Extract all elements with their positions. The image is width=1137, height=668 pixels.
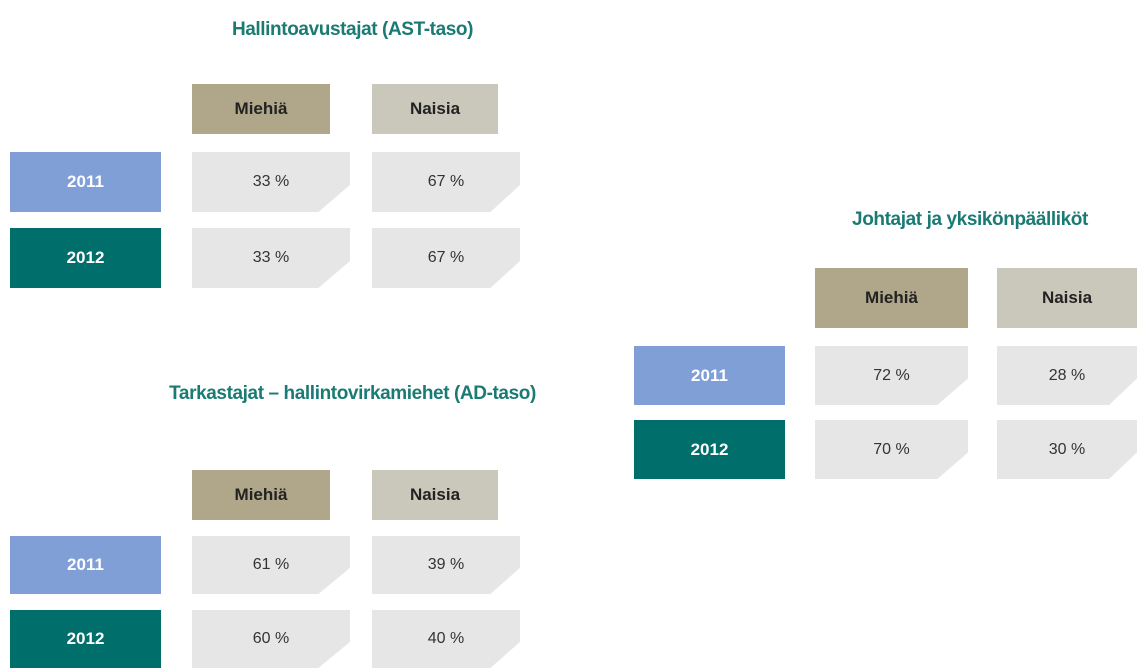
row-label: 2012 bbox=[10, 228, 161, 288]
row-label: 2011 bbox=[10, 152, 161, 212]
row-label: 2012 bbox=[10, 610, 161, 668]
table-cell: 60 % bbox=[192, 610, 350, 668]
column-header: Miehiä bbox=[192, 470, 330, 520]
table-cell: 40 % bbox=[372, 610, 520, 668]
table-cell: 28 % bbox=[997, 346, 1137, 405]
column-header: Naisia bbox=[372, 470, 498, 520]
row-label: 2011 bbox=[10, 536, 161, 594]
table-cell: 67 % bbox=[372, 152, 520, 212]
table-title: Hallintoavustajat (AST-taso) bbox=[231, 19, 474, 40]
table-cell: 72 % bbox=[815, 346, 968, 405]
table-cell: 30 % bbox=[997, 420, 1137, 479]
table-cell: 33 % bbox=[192, 152, 350, 212]
column-header: Miehiä bbox=[815, 268, 968, 328]
column-header: Miehiä bbox=[192, 84, 330, 134]
table-cell: 70 % bbox=[815, 420, 968, 479]
column-header: Naisia bbox=[997, 268, 1137, 328]
table-cell: 39 % bbox=[372, 536, 520, 594]
row-label: 2012 bbox=[634, 420, 785, 479]
table-title: Johtajat ja yksikönpäälliköt bbox=[852, 209, 1088, 230]
table-cell: 67 % bbox=[372, 228, 520, 288]
row-label: 2011 bbox=[634, 346, 785, 405]
table-title: Tarkastajat – hallintovirkamiehet (AD-ta… bbox=[169, 383, 536, 404]
table-cell: 33 % bbox=[192, 228, 350, 288]
column-header: Naisia bbox=[372, 84, 498, 134]
table-cell: 61 % bbox=[192, 536, 350, 594]
